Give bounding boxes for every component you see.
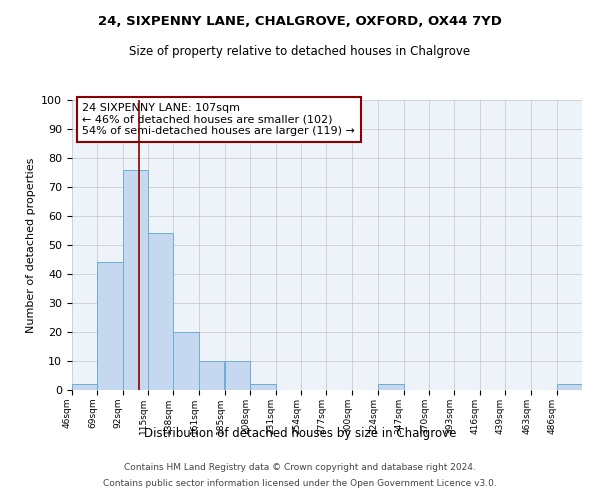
Text: 24 SIXPENNY LANE: 107sqm
← 46% of detached houses are smaller (102)
54% of semi-: 24 SIXPENNY LANE: 107sqm ← 46% of detach…: [82, 103, 355, 136]
Text: Size of property relative to detached houses in Chalgrove: Size of property relative to detached ho…: [130, 45, 470, 58]
Y-axis label: Number of detached properties: Number of detached properties: [26, 158, 36, 332]
Bar: [148, 234, 173, 390]
Text: Contains HM Land Registry data © Crown copyright and database right 2024.: Contains HM Land Registry data © Crown c…: [124, 464, 476, 472]
Bar: [199, 361, 224, 390]
Bar: [557, 384, 582, 390]
Bar: [173, 332, 199, 390]
Text: Distribution of detached houses by size in Chalgrove: Distribution of detached houses by size …: [144, 428, 456, 440]
Bar: [72, 384, 97, 390]
Text: Contains public sector information licensed under the Open Government Licence v3: Contains public sector information licen…: [103, 478, 497, 488]
Bar: [122, 170, 148, 390]
Bar: [250, 384, 276, 390]
Text: 24, SIXPENNY LANE, CHALGROVE, OXFORD, OX44 7YD: 24, SIXPENNY LANE, CHALGROVE, OXFORD, OX…: [98, 15, 502, 28]
Bar: [378, 384, 404, 390]
Bar: [225, 361, 250, 390]
Bar: [97, 262, 122, 390]
